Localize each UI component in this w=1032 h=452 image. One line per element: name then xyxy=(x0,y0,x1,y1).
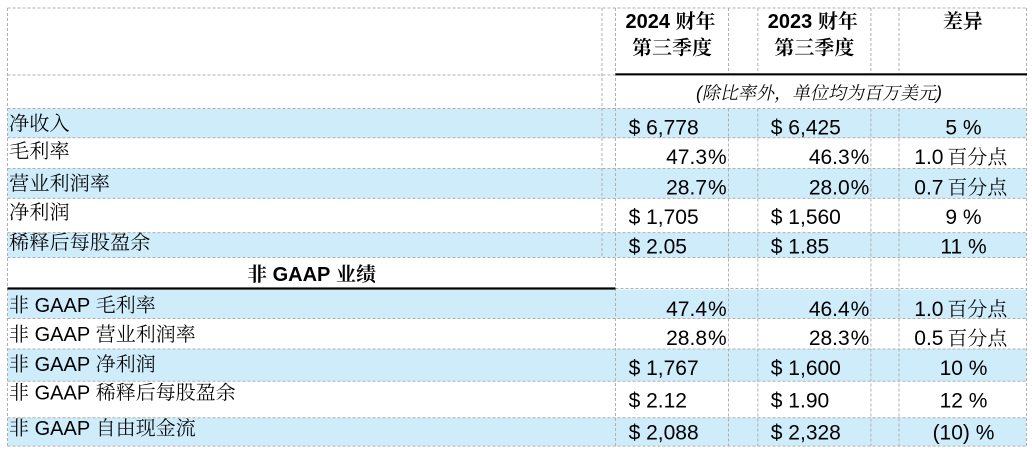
svg-text:46.4: 46.4 xyxy=(809,298,850,321)
svg-text:12 %: 12 % xyxy=(940,389,988,412)
svg-text:GAAP: GAAP xyxy=(35,354,91,376)
svg-text:$ 6,425: $ 6,425 xyxy=(771,116,841,139)
svg-text:%: % xyxy=(708,327,727,350)
svg-text:$ 6,778: $ 6,778 xyxy=(629,116,699,139)
svg-text:$ 1,560: $ 1,560 xyxy=(771,206,841,229)
svg-text:%: % xyxy=(708,146,727,169)
svg-text:47.3: 47.3 xyxy=(666,146,707,169)
svg-text:$ 1,767: $ 1,767 xyxy=(629,357,699,380)
svg-text:2024: 2024 xyxy=(626,11,671,33)
svg-text:$ 2.05: $ 2.05 xyxy=(629,235,687,258)
svg-text:GAAP: GAAP xyxy=(35,418,91,440)
svg-text:$ 1.85: $ 1.85 xyxy=(771,235,829,258)
svg-text:%: % xyxy=(708,176,727,199)
svg-text:1.0: 1.0 xyxy=(914,298,943,321)
svg-text:$ 1.90: $ 1.90 xyxy=(771,389,829,412)
svg-text:GAAP: GAAP xyxy=(35,295,91,317)
svg-text:%: % xyxy=(851,146,870,169)
svg-text:46.3: 46.3 xyxy=(809,146,850,169)
svg-text:$ 1,705: $ 1,705 xyxy=(629,206,699,229)
svg-text:10 %: 10 % xyxy=(940,357,988,380)
svg-text:$ 2,328: $ 2,328 xyxy=(771,422,841,445)
svg-text:): ) xyxy=(934,83,942,103)
svg-text:%: % xyxy=(708,298,727,321)
svg-text:28.0: 28.0 xyxy=(809,176,850,199)
svg-text:GAAP: GAAP xyxy=(35,382,91,404)
svg-text:%: % xyxy=(851,176,870,199)
svg-text:GAAP: GAAP xyxy=(35,324,91,346)
svg-text:47.4: 47.4 xyxy=(666,298,707,321)
svg-text:%: % xyxy=(851,327,870,350)
svg-text:(10) %: (10) % xyxy=(933,422,995,445)
svg-text:28.7: 28.7 xyxy=(666,176,707,199)
svg-text:$ 1,600: $ 1,600 xyxy=(771,357,841,380)
svg-text:2023: 2023 xyxy=(768,11,813,33)
svg-text:28.3: 28.3 xyxy=(809,327,850,350)
svg-text:(: ( xyxy=(696,83,704,103)
svg-text:9 %: 9 % xyxy=(945,206,981,229)
svg-text:0.5: 0.5 xyxy=(914,327,943,350)
svg-text:$ 2,088: $ 2,088 xyxy=(629,422,699,445)
svg-text:5 %: 5 % xyxy=(945,116,981,139)
svg-text:GAAP: GAAP xyxy=(273,264,331,286)
svg-text:28.8: 28.8 xyxy=(666,327,707,350)
svg-text:11 %: 11 % xyxy=(940,235,986,258)
svg-text:1.0: 1.0 xyxy=(914,146,943,169)
svg-text:%: % xyxy=(851,298,870,321)
svg-text:0.7: 0.7 xyxy=(914,176,943,199)
svg-text:$ 2.12: $ 2.12 xyxy=(629,389,687,412)
